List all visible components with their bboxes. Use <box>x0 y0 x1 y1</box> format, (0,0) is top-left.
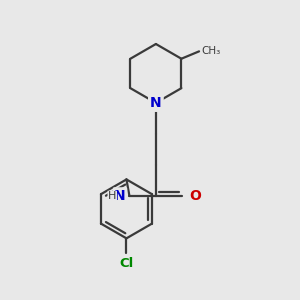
Text: H: H <box>108 191 116 201</box>
Text: N: N <box>114 189 126 202</box>
Text: N: N <box>150 96 162 110</box>
Text: Cl: Cl <box>119 256 134 270</box>
Text: O: O <box>189 189 201 202</box>
Text: CH₃: CH₃ <box>201 46 221 56</box>
